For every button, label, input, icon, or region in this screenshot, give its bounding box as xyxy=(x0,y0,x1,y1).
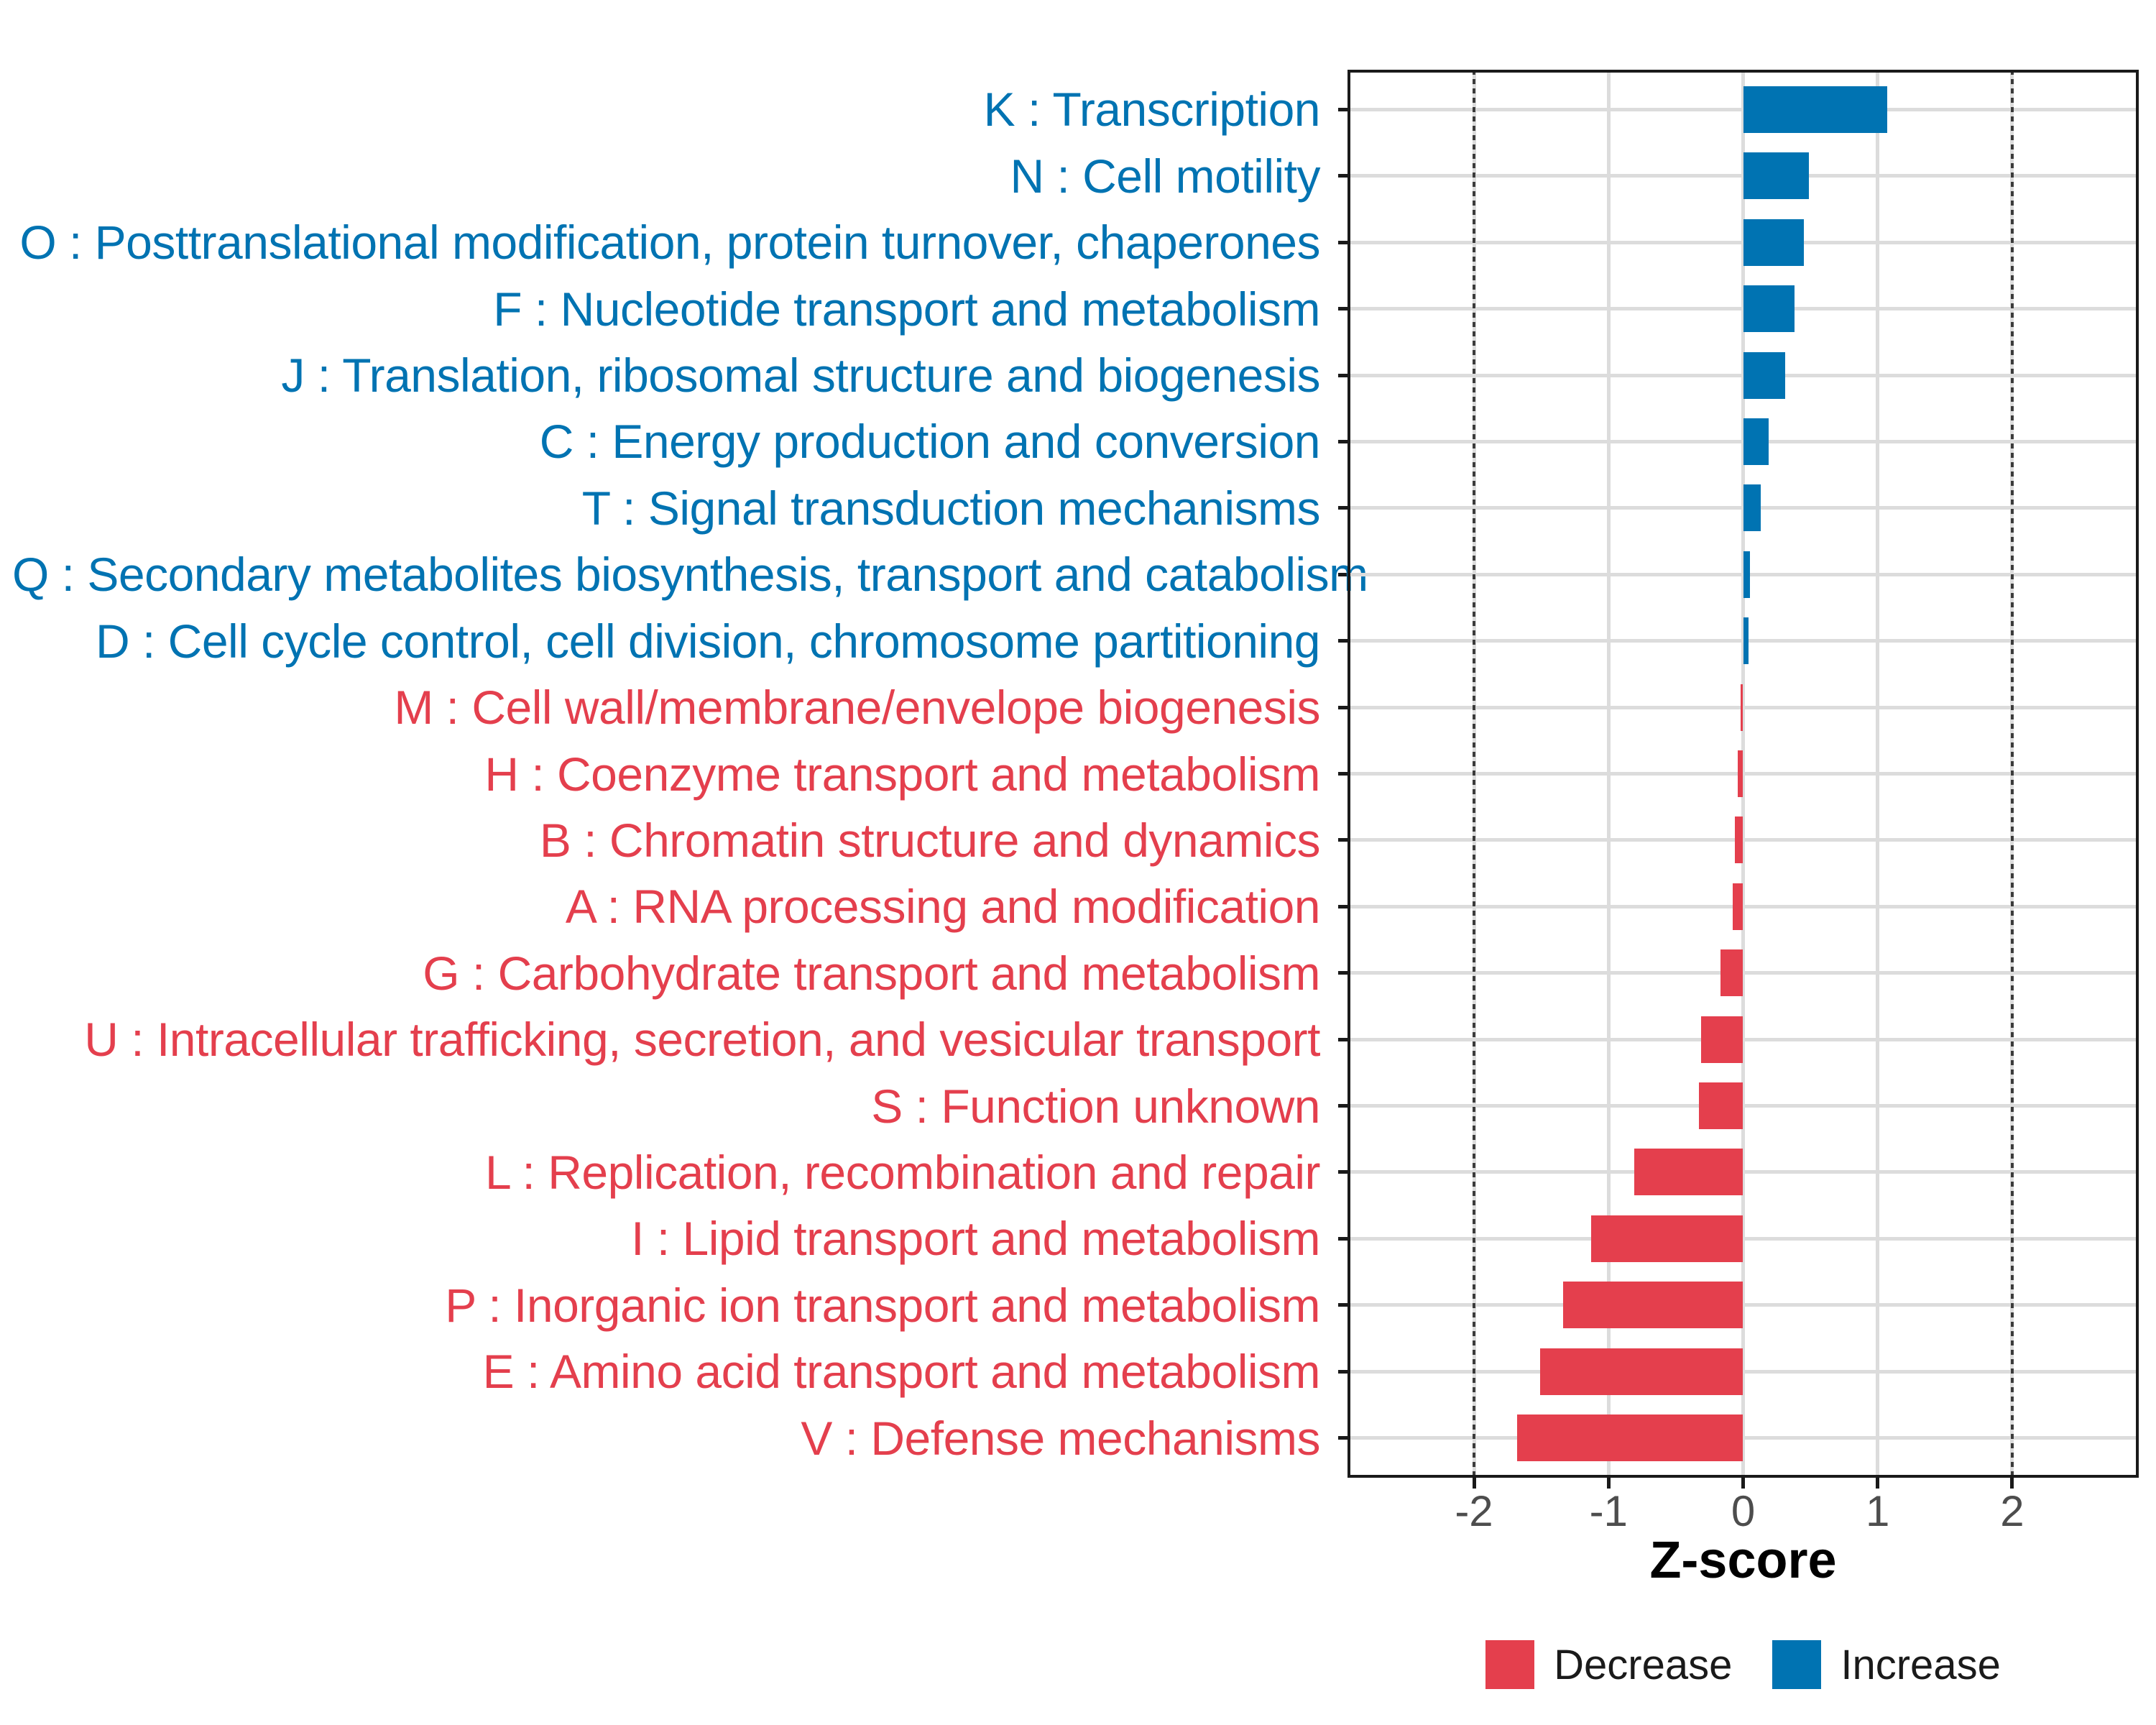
legend-item: Decrease xyxy=(1485,1640,1732,1689)
category-label: G : Carbohydrate transport and metabolis… xyxy=(423,946,1320,1000)
plot-panel xyxy=(1348,70,2139,1478)
x-axis-tick-label: 0 xyxy=(1731,1487,1756,1535)
category-label: J : Translation, ribosomal structure and… xyxy=(281,349,1320,402)
category-label: B : Chromatin structure and dynamics xyxy=(539,813,1321,867)
bar xyxy=(1634,1149,1743,1196)
legend-swatch xyxy=(1772,1640,1822,1689)
bar xyxy=(1743,351,1785,399)
bar xyxy=(1743,484,1761,532)
x-axis-tick xyxy=(2010,1478,2014,1489)
gridline-vertical xyxy=(1606,70,1611,1478)
x-axis-tick xyxy=(1472,1478,1476,1489)
bar xyxy=(1562,1282,1743,1329)
category-label: O : Posttranslational modification, prot… xyxy=(19,216,1320,270)
category-label: C : Energy production and conversion xyxy=(539,415,1321,469)
bar xyxy=(1743,86,1887,133)
y-axis-tick xyxy=(1338,1369,1348,1374)
category-label: U : Intracellular trafficking, secretion… xyxy=(84,1013,1320,1067)
y-axis-tick xyxy=(1338,439,1348,443)
category-label: H : Coenzyme transport and metabolism xyxy=(484,747,1320,801)
category-label: P : Inorganic ion transport and metaboli… xyxy=(445,1278,1320,1332)
legend-label: Increase xyxy=(1841,1641,2001,1688)
bar xyxy=(1539,1348,1743,1395)
bar xyxy=(1743,218,1804,266)
x-axis-tick xyxy=(1606,1478,1611,1489)
bar xyxy=(1701,1016,1743,1063)
category-label: M : Cell wall/membrane/envelope biogenes… xyxy=(394,681,1320,735)
bar xyxy=(1738,750,1743,797)
y-axis-tick xyxy=(1338,1303,1348,1307)
category-label: F : Nucleotide transport and metabolism xyxy=(493,282,1320,336)
y-axis-tick xyxy=(1338,971,1348,975)
y-axis-tick xyxy=(1338,639,1348,643)
x-axis-tick xyxy=(1876,1478,1880,1489)
category-label: I : Lipid transport and metabolism xyxy=(631,1212,1320,1266)
y-axis-tick xyxy=(1338,240,1348,244)
bar xyxy=(1743,617,1749,665)
category-label: S : Function unknown xyxy=(871,1079,1320,1133)
bar xyxy=(1720,949,1743,997)
bar xyxy=(1698,1082,1743,1130)
bar xyxy=(1743,152,1810,200)
category-label: Q : Secondary metabolites biosynthesis, … xyxy=(12,548,1368,602)
bar xyxy=(1743,285,1795,333)
x-axis-tick-label: 1 xyxy=(1866,1487,1890,1535)
x-axis-tick-label: -2 xyxy=(1455,1487,1493,1535)
legend-item: Increase xyxy=(1772,1640,2001,1689)
bar xyxy=(1732,883,1743,930)
x-axis-title: Z-score xyxy=(1649,1532,1837,1589)
y-axis-tick xyxy=(1338,307,1348,311)
category-label: V : Defense mechanisms xyxy=(801,1411,1320,1465)
reference-line xyxy=(1473,70,1475,1478)
y-axis-tick xyxy=(1338,373,1348,377)
category-label: E : Amino acid transport and metabolism xyxy=(482,1345,1321,1399)
category-label: D : Cell cycle control, cell division, c… xyxy=(95,614,1321,668)
y-axis-tick xyxy=(1338,705,1348,709)
y-axis-tick xyxy=(1338,772,1348,776)
category-label: N : Cell motility xyxy=(1010,149,1320,203)
category-label: L : Replication, recombination and repai… xyxy=(484,1145,1321,1199)
category-label: T : Signal transduction mechanisms xyxy=(581,481,1321,535)
y-axis-tick xyxy=(1338,174,1348,178)
bar xyxy=(1743,551,1750,598)
gridline-vertical xyxy=(1876,70,1880,1478)
legend: Decrease Increase xyxy=(1348,1640,2139,1689)
bar xyxy=(1735,816,1743,864)
y-axis-tick xyxy=(1338,1037,1348,1041)
x-axis-tick-label: 2 xyxy=(2000,1487,2024,1535)
y-axis-tick xyxy=(1338,904,1348,908)
x-axis-tick xyxy=(1741,1478,1745,1489)
reference-line xyxy=(2010,70,2014,1478)
bar xyxy=(1740,684,1743,731)
y-axis-tick xyxy=(1338,572,1348,576)
bar xyxy=(1516,1414,1743,1462)
gridline-vertical xyxy=(1741,70,1745,1478)
y-axis-tick xyxy=(1338,1236,1348,1241)
bar xyxy=(1590,1215,1743,1262)
y-axis-tick xyxy=(1338,1170,1348,1174)
y-axis-tick xyxy=(1338,1104,1348,1108)
category-label: K : Transcription xyxy=(983,83,1321,137)
legend-swatch xyxy=(1485,1640,1535,1689)
legend-label: Decrease xyxy=(1554,1641,1733,1688)
bar xyxy=(1743,418,1769,465)
y-axis-tick xyxy=(1338,107,1348,111)
y-axis-tick xyxy=(1338,506,1348,510)
y-axis-tick xyxy=(1338,838,1348,842)
category-label: A : RNA processing and modification xyxy=(565,880,1321,934)
y-axis-tick xyxy=(1338,1436,1348,1440)
x-axis-tick-label: -1 xyxy=(1589,1487,1628,1535)
